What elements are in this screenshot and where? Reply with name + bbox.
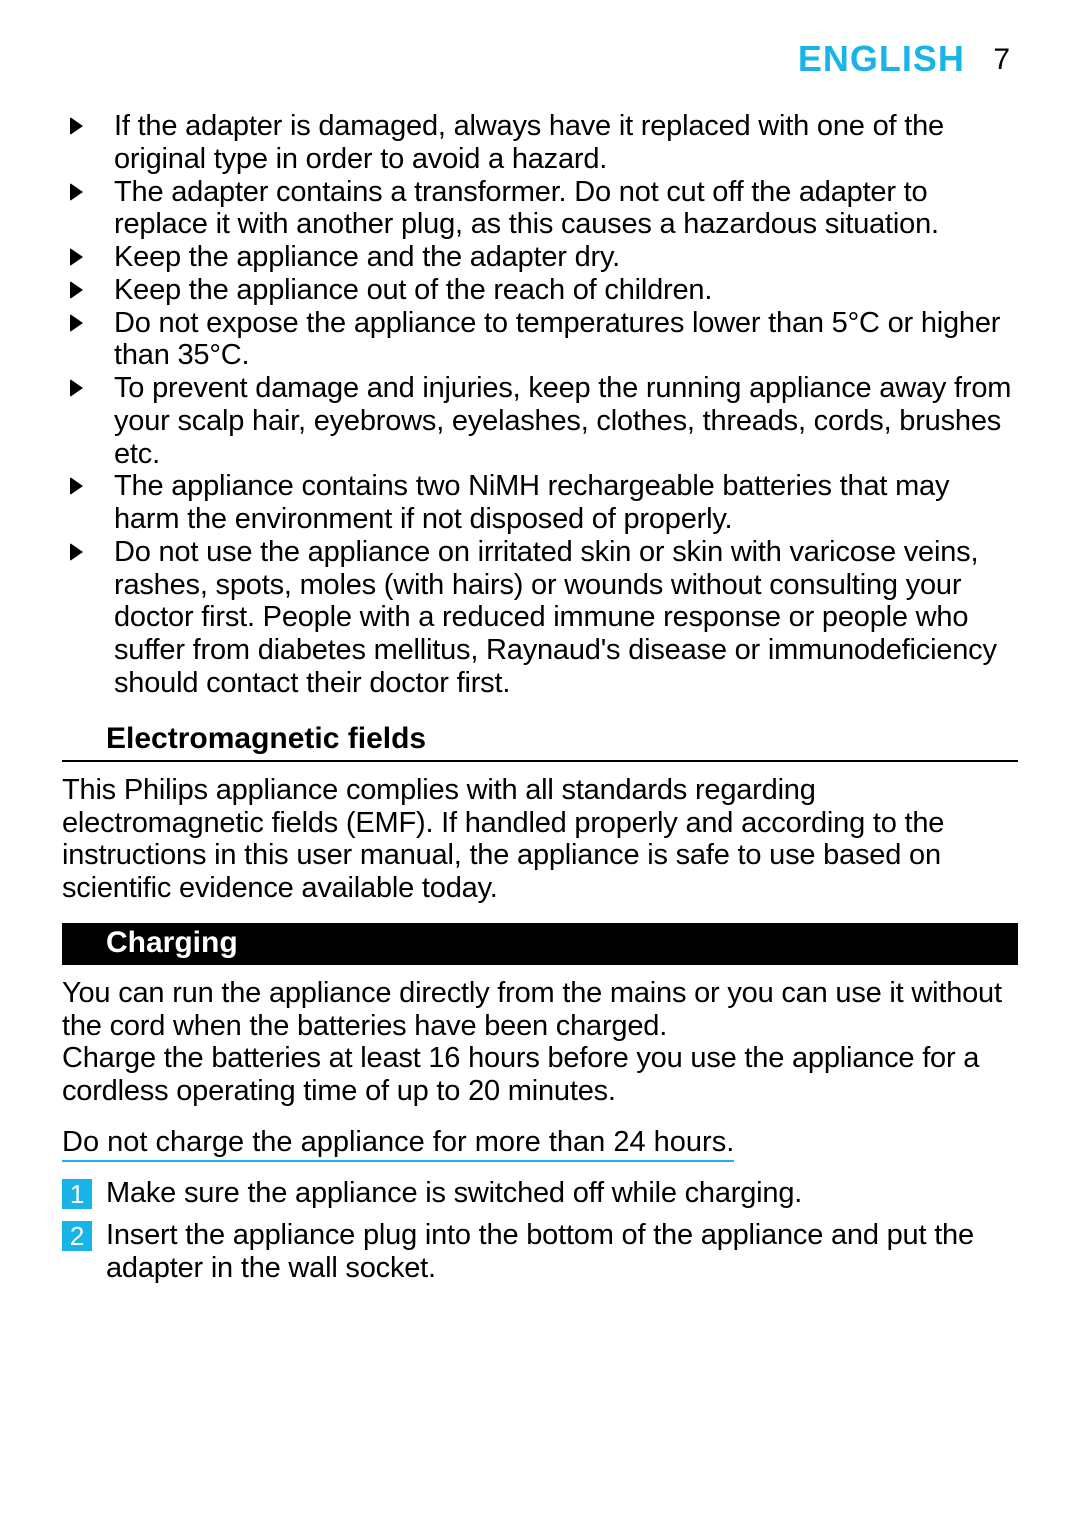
charging-steps: 1 Make sure the appliance is switched of… — [62, 1177, 1018, 1285]
charging-body: You can run the appliance directly from … — [62, 977, 1018, 1108]
bullet-item: To prevent damage and injuries, keep the… — [62, 372, 1018, 470]
bullet-item: The appliance contains two NiMH recharge… — [62, 470, 1018, 536]
emf-body: This Philips appliance complies with all… — [62, 774, 1018, 905]
bullet-item: Do not use the appliance on irritated sk… — [62, 536, 1018, 700]
language-label: ENGLISH — [798, 38, 965, 79]
charging-note: Do not charge the appliance for more tha… — [62, 1126, 1018, 1159]
step-number-badge: 1 — [62, 1179, 92, 1209]
step-item: 1 Make sure the appliance is switched of… — [62, 1177, 1018, 1210]
page-header: ENGLISH 7 — [62, 38, 1018, 80]
manual-page: ENGLISH 7 If the adapter is damaged, alw… — [0, 0, 1080, 1522]
safety-bullets: If the adapter is damaged, always have i… — [62, 110, 1018, 700]
charging-note-text: Do not charge the appliance for more tha… — [62, 1126, 734, 1162]
step-text: Insert the appliance plug into the botto… — [106, 1219, 974, 1284]
charging-heading: Charging — [62, 923, 1018, 965]
step-item: 2 Insert the appliance plug into the bot… — [62, 1219, 1018, 1285]
bullet-item: Keep the appliance and the adapter dry. — [62, 241, 1018, 274]
bullet-item: The adapter contains a transformer. Do n… — [62, 176, 1018, 242]
step-number-badge: 2 — [62, 1221, 92, 1251]
step-text: Make sure the appliance is switched off … — [106, 1177, 802, 1209]
bullet-item: Keep the appliance out of the reach of c… — [62, 274, 1018, 307]
bullet-item: Do not expose the appliance to temperatu… — [62, 307, 1018, 373]
bullet-item: If the adapter is damaged, always have i… — [62, 110, 1018, 176]
page-number: 7 — [993, 43, 1010, 76]
emf-heading: Electromagnetic fields — [62, 720, 1018, 762]
